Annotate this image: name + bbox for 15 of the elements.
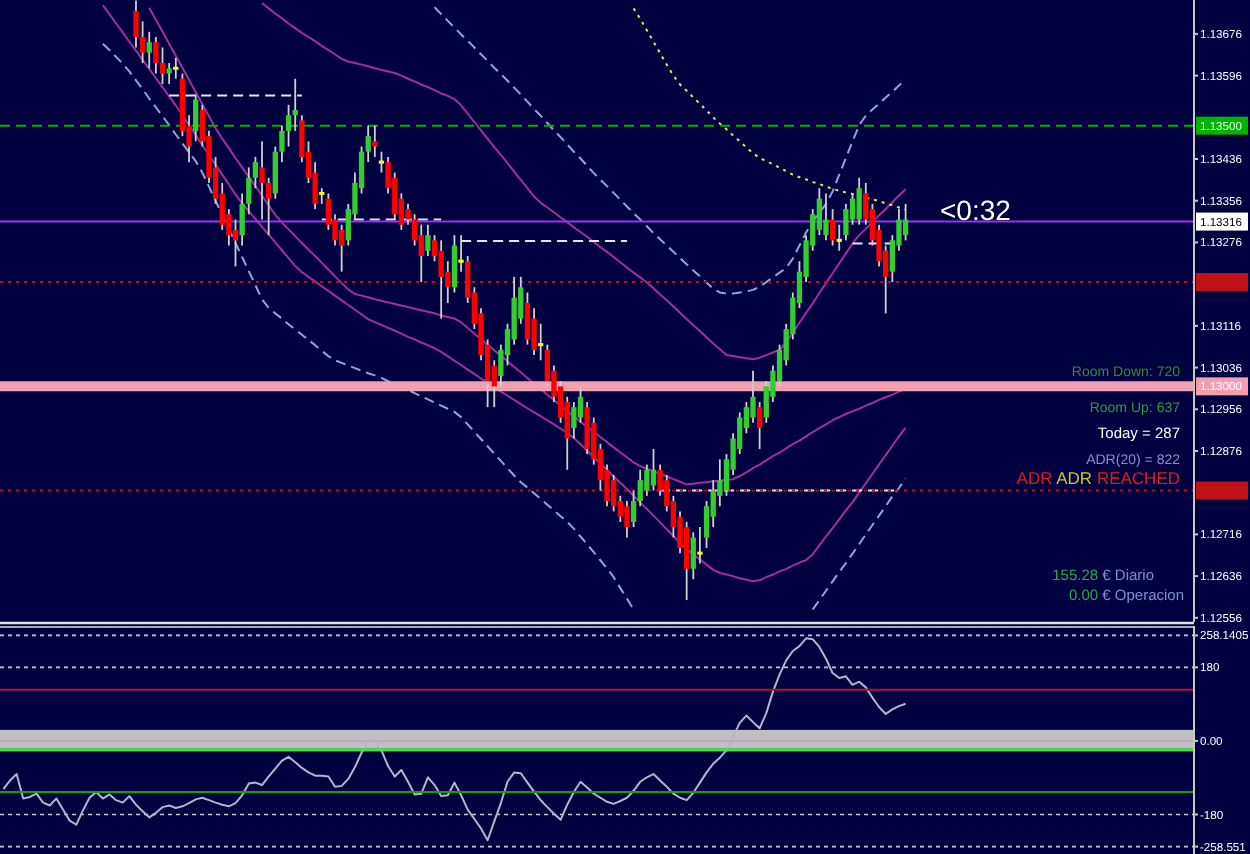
candlestick: [650, 448, 657, 492]
candlestick: [372, 124, 378, 158]
candlestick: [438, 239, 444, 320]
candlestick: [697, 526, 703, 565]
line-series: [433, 6, 907, 295]
text: ADR ADR REACHED: [1016, 468, 1180, 488]
candlestick: [856, 176, 862, 226]
candlestick: [902, 202, 909, 242]
candlestick: [823, 192, 829, 242]
candlestick: [425, 223, 431, 257]
candlestick: [146, 30, 152, 70]
candlestick: [166, 62, 172, 85]
candlestick: [173, 56, 179, 80]
candlestick: [690, 531, 696, 581]
text: <0:32: [940, 194, 1012, 226]
